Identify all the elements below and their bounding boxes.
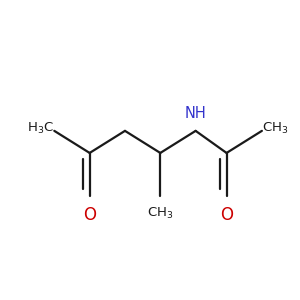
Text: O: O: [83, 206, 96, 224]
Text: O: O: [220, 206, 233, 224]
Text: H$_3$C: H$_3$C: [27, 121, 54, 136]
Text: CH$_3$: CH$_3$: [147, 206, 173, 221]
Text: CH$_3$: CH$_3$: [262, 121, 288, 136]
Text: NH: NH: [185, 106, 206, 121]
